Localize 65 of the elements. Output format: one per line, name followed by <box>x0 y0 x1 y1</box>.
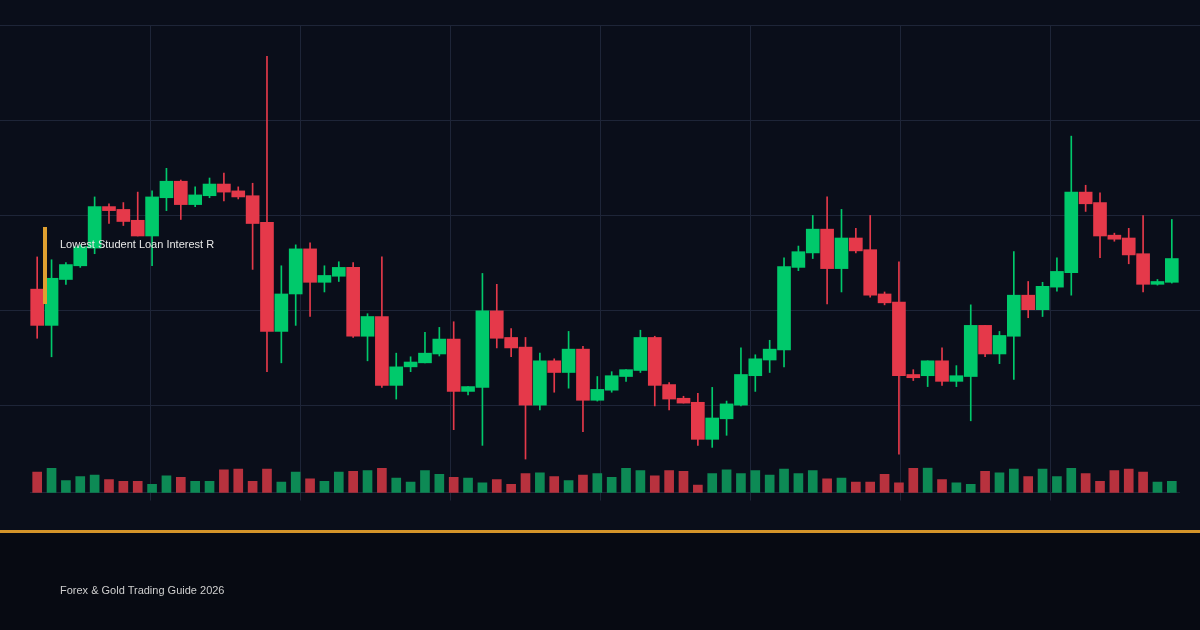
bar <box>46 468 57 493</box>
bar <box>879 474 890 493</box>
bar <box>779 468 789 493</box>
bar <box>333 471 344 493</box>
text: Forex & Gold Trading Guide 2026 <box>60 584 225 596</box>
bar <box>132 481 143 493</box>
bar <box>506 484 516 493</box>
bar <box>104 479 114 493</box>
bar <box>1066 468 1077 493</box>
bar <box>563 480 574 493</box>
bar <box>219 469 229 493</box>
bar <box>578 474 588 493</box>
bar <box>463 477 473 493</box>
bar <box>707 473 718 493</box>
bar <box>851 481 861 493</box>
bar <box>520 473 531 493</box>
bar <box>1052 476 1062 493</box>
bar <box>980 471 990 493</box>
bar <box>290 471 301 493</box>
bar <box>678 471 689 493</box>
bar <box>1123 468 1134 493</box>
bar <box>377 468 387 493</box>
bar <box>305 478 315 493</box>
bar <box>1138 471 1148 493</box>
bar <box>908 468 919 493</box>
bar <box>448 477 459 493</box>
bar <box>894 482 904 493</box>
bar <box>61 480 71 493</box>
bar <box>391 477 402 493</box>
bar <box>1080 473 1091 493</box>
bar <box>1037 468 1048 493</box>
bar <box>262 468 272 493</box>
bar <box>190 481 200 493</box>
bar <box>420 470 430 493</box>
bar <box>621 468 631 493</box>
bar <box>491 479 502 493</box>
bar <box>1023 476 1034 493</box>
bar <box>75 476 86 493</box>
bar <box>362 470 373 493</box>
bar <box>1095 481 1105 493</box>
bar <box>750 470 761 493</box>
bar <box>175 477 186 493</box>
bar <box>937 479 947 493</box>
bar <box>1166 481 1177 493</box>
bar <box>147 484 157 493</box>
bar <box>1009 468 1019 493</box>
bar <box>649 475 660 493</box>
bar <box>635 470 646 493</box>
bar <box>664 470 674 493</box>
bar <box>348 471 358 493</box>
bar <box>592 473 603 493</box>
bar <box>865 481 876 493</box>
bar <box>606 477 617 493</box>
bar <box>822 478 832 493</box>
bar <box>793 473 804 493</box>
bar <box>233 468 244 493</box>
bar <box>549 476 560 493</box>
bar <box>736 473 746 493</box>
bar <box>32 471 43 493</box>
bar <box>1109 470 1120 493</box>
bar <box>807 470 818 493</box>
bar <box>434 474 445 493</box>
bar <box>965 484 976 493</box>
bar <box>535 472 545 493</box>
bar <box>693 484 703 493</box>
